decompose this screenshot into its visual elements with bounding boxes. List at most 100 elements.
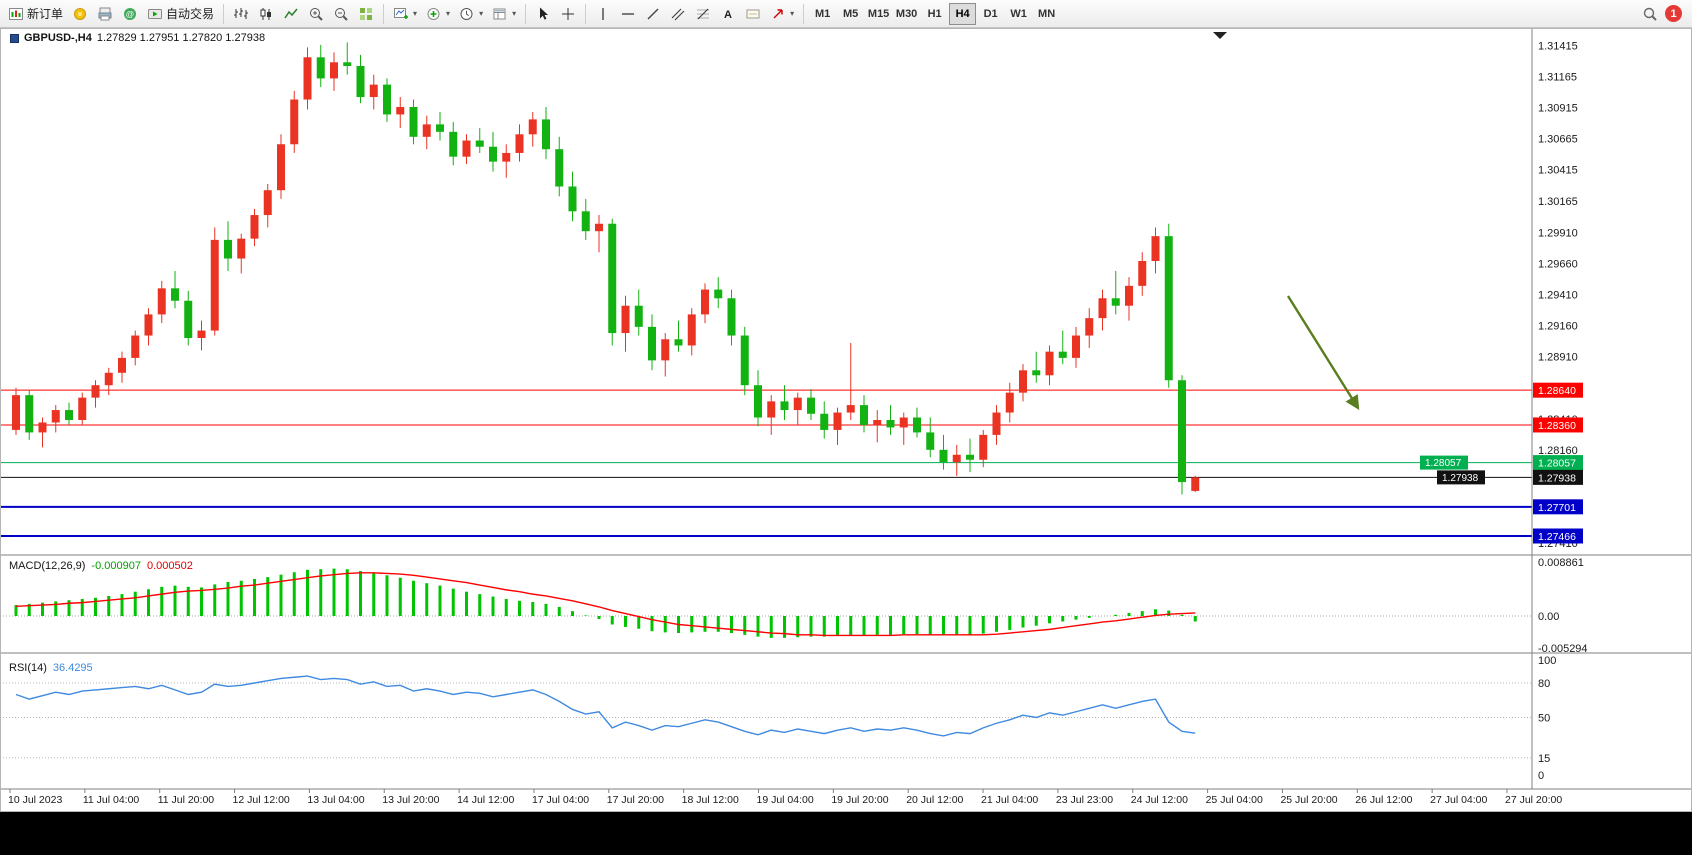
price-axis-label: 1.31165: [1538, 72, 1577, 84]
chart-symbol-period: GBPUSD-,H4: [24, 32, 92, 44]
candle-body: [250, 215, 259, 239]
crosshair-button[interactable]: [556, 2, 580, 26]
toolbar-separator: [803, 3, 805, 24]
candle-body: [12, 395, 20, 430]
chart-price-label-text: 1.27938: [1442, 473, 1479, 484]
macd-label: MACD(12,26,9) -0.000907 0.000502: [9, 560, 193, 572]
notification-badge[interactable]: 1: [1665, 5, 1682, 22]
candle-body: [1151, 236, 1160, 262]
tf-h1[interactable]: H1: [921, 3, 948, 25]
time-axis-label: 12 Jul 12:00: [233, 794, 290, 806]
trend-arrow-annotation[interactable]: [1286, 295, 1360, 411]
candle-body: [409, 106, 418, 137]
candle-body: [621, 305, 630, 334]
tf-m15[interactable]: M15: [865, 3, 892, 25]
equidistant-channel-icon: [671, 8, 685, 20]
candlestick-chart-icon: [260, 7, 272, 20]
search-icon: [1643, 7, 1657, 21]
trendline-button[interactable]: [641, 2, 665, 26]
time-axis-label: 26 Jul 12:00: [1355, 794, 1412, 806]
bar-chart-button[interactable]: [229, 2, 253, 26]
autotrading-icon: [148, 8, 163, 19]
candle-body: [1098, 298, 1107, 319]
line-chart-button[interactable]: [279, 2, 303, 26]
toolbar-separator: [585, 3, 587, 24]
candle-body: [833, 412, 842, 430]
tf-m1[interactable]: M1: [809, 3, 836, 25]
candle-body: [1005, 392, 1014, 413]
chart-canvas[interactable]: 1.31415 1.31165 1.30915 1.30665 1.30415 1.301…: [0, 28, 1692, 812]
price-axis-label: 1.30915: [1538, 103, 1578, 115]
candle-body: [436, 124, 444, 132]
candle-body: [356, 65, 365, 98]
time-axis-label: 25 Jul 20:00: [1280, 794, 1337, 806]
print-preview-icon: [98, 7, 112, 20]
fibonacci-button[interactable]: [691, 2, 715, 26]
candle-body: [674, 339, 683, 346]
tf-h4[interactable]: H4: [949, 2, 977, 25]
community-button[interactable]: @: [118, 2, 142, 26]
time-axis-label: 13 Jul 04:00: [307, 794, 364, 806]
price-scale-badge: [1533, 469, 1583, 485]
price-axis-label: 1.30165: [1538, 196, 1578, 208]
periods-button[interactable]: ▾: [455, 2, 487, 26]
candle-body: [780, 401, 789, 411]
candle-body: [51, 410, 60, 423]
tf-w1[interactable]: W1: [1005, 3, 1032, 25]
candle-body: [316, 57, 325, 79]
print-preview-button[interactable]: [93, 2, 117, 26]
candle-body: [1032, 370, 1041, 376]
text-button[interactable]: A: [716, 2, 740, 26]
candle-body: [78, 397, 87, 420]
autotrading-button[interactable]: 自动交易: [143, 2, 218, 26]
autotrading-label: 自动交易: [166, 7, 215, 21]
tf-mn[interactable]: MN: [1033, 3, 1060, 25]
candle-body: [1058, 351, 1067, 358]
templates-button[interactable]: ▾: [488, 2, 520, 26]
svg-text:@: @: [126, 9, 135, 19]
candle-body: [1111, 298, 1120, 306]
candle-body: [608, 223, 617, 334]
candle-body: [648, 326, 656, 361]
tile-windows-icon: [360, 7, 373, 20]
candlestick-chart-button[interactable]: [254, 2, 278, 26]
cursor-button[interactable]: [531, 2, 555, 26]
price-axis-label: 1.28910: [1538, 352, 1578, 364]
tf-d1[interactable]: D1: [977, 3, 1004, 25]
candle-body: [197, 330, 206, 339]
candle-body: [687, 314, 696, 346]
text-label-button[interactable]: [741, 2, 765, 26]
arrows-button[interactable]: ▾: [766, 2, 798, 26]
zoom-out-button[interactable]: [329, 2, 353, 26]
vertical-line-button[interactable]: [591, 2, 615, 26]
rsi-axis-label: 100: [1538, 655, 1556, 667]
metaeditor-button[interactable]: [68, 2, 92, 26]
equidistant-channel-button[interactable]: [666, 2, 690, 26]
bar-chart-icon: [234, 7, 249, 19]
macd-axis-label: 0.008861: [1538, 557, 1584, 569]
horizontal-line-button[interactable]: [616, 2, 640, 26]
tile-windows-button[interactable]: [354, 2, 378, 26]
candle-body: [1178, 380, 1186, 483]
macd-signal-line: [15, 572, 1196, 637]
candle-body: [184, 300, 193, 339]
candle-body: [727, 298, 736, 336]
search-button[interactable]: [1638, 2, 1662, 26]
candlestick-series: [12, 42, 1200, 495]
time-axis-label: 11 Jul 20:00: [158, 794, 215, 806]
candle-body: [595, 223, 603, 232]
price-scale-badge-label: 1.28360: [1538, 420, 1576, 432]
zoom-in-button[interactable]: [304, 2, 328, 26]
price-scale-badge-label: 1.27701: [1538, 502, 1576, 514]
rsi-axis-label: 80: [1538, 678, 1550, 690]
indicators-button[interactable]: ▾: [422, 2, 454, 26]
toolbar-separator: [525, 3, 527, 24]
candle-body: [502, 152, 511, 162]
new-chart-button[interactable]: ▾: [389, 2, 421, 26]
candle-body: [740, 335, 749, 386]
cursor-icon: [540, 7, 549, 20]
tf-m30[interactable]: M30: [893, 3, 920, 25]
tf-m5[interactable]: M5: [837, 3, 864, 25]
chart-shift-marker[interactable]: [1213, 32, 1227, 39]
new-order-button[interactable]: 新订单: [4, 2, 67, 26]
